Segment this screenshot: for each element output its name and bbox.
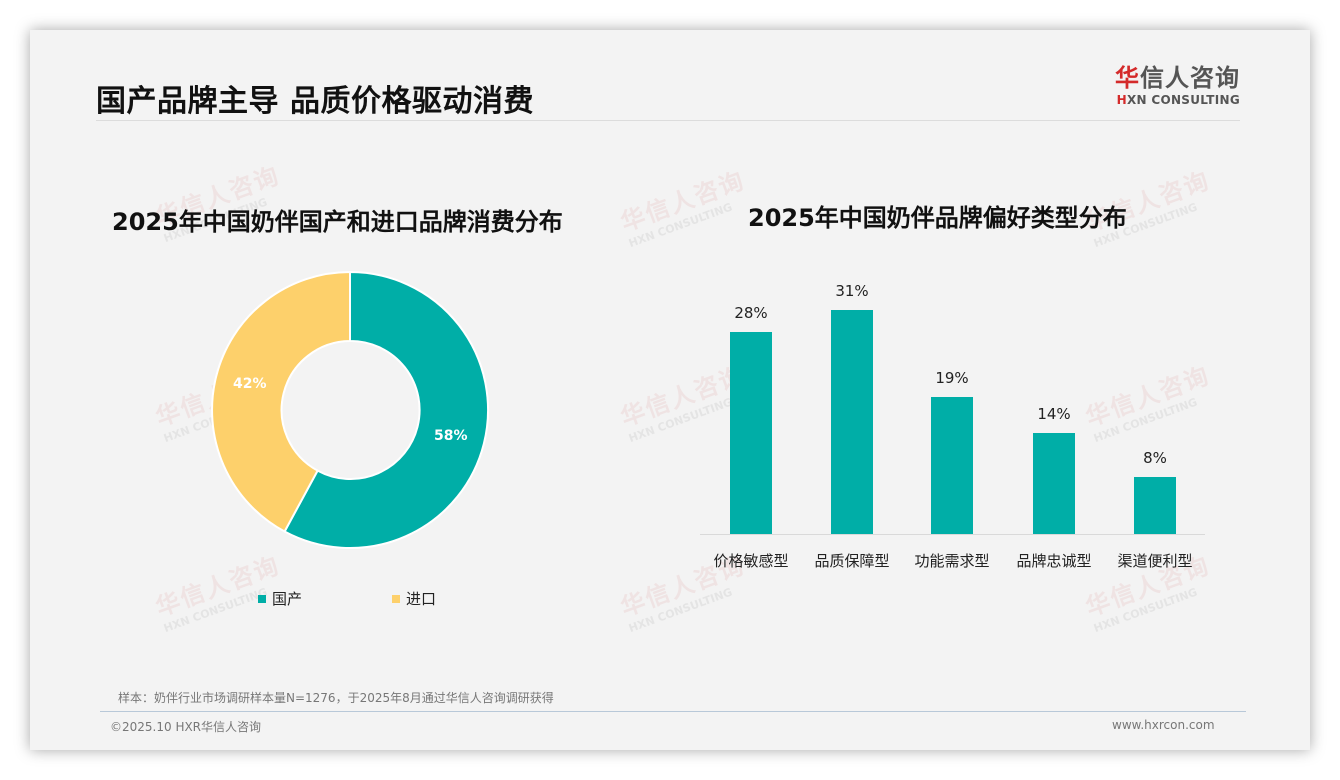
legend-item-imported: 进口 [392,588,436,609]
bar-category-label: 功能需求型 [914,552,990,570]
footer-divider [100,711,1246,712]
donut-chart: 58% 42% [210,270,490,550]
bar-value-label: 31% [835,282,869,300]
bar-value-label: 8% [1143,449,1167,467]
legend-swatch-domestic [258,594,266,603]
legend-item-domestic: 国产 [258,588,302,609]
bar-category-label: 品质保障型 [814,552,890,570]
sample-footnote: 样本：奶伴行业市场调研样本量N=1276，于2025年8月通过华信人咨询调研获得 [118,691,554,705]
bar-value-label: 14% [1037,405,1071,423]
logo-en: HXN CONSULTING [1116,93,1240,107]
bar-channel-convenience [1134,477,1176,534]
bar-brand-loyalty [1033,433,1075,534]
bar-price-sensitive [730,332,772,534]
bar-chart-title: 2025年中国奶伴品牌偏好类型分布 [748,204,1127,232]
imported-pct-label: 42% [233,376,267,392]
title-divider [96,120,1240,121]
x-axis-line [700,534,1205,535]
donut-svg [211,270,489,549]
page-title: 国产品牌主导 品质价格驱动消费 [96,84,534,119]
bar-category-label: 品牌忠诚型 [1016,552,1092,570]
donut-slice-domestic [283,270,489,549]
donut-slice-imported [211,270,351,533]
website-link[interactable]: www.hxrcon.com [1112,718,1215,732]
bar-value-label: 28% [734,304,768,322]
domestic-pct-label: 58% [434,428,468,444]
logo-cn: 华信人咨询 [1115,64,1240,92]
bar-category-label: 价格敏感型 [713,552,789,570]
bar-quality-assurance [831,310,873,534]
donut-chart-title: 2025年中国奶伴国产和进口品牌消费分布 [112,208,563,236]
brand-logo: 华信人咨询 HXN CONSULTING [1112,63,1240,107]
bar-category-label: 渠道便利型 [1117,552,1193,570]
slide: 国产品牌主导 品质价格驱动消费 华信人咨询 HXN CONSULTING 华信人… [30,30,1310,750]
copyright: ©2025.10 HXR华信人咨询 [110,720,262,734]
bar-value-label: 19% [935,369,969,387]
legend-swatch-imported [392,594,400,603]
bar-functional-need [931,397,973,534]
